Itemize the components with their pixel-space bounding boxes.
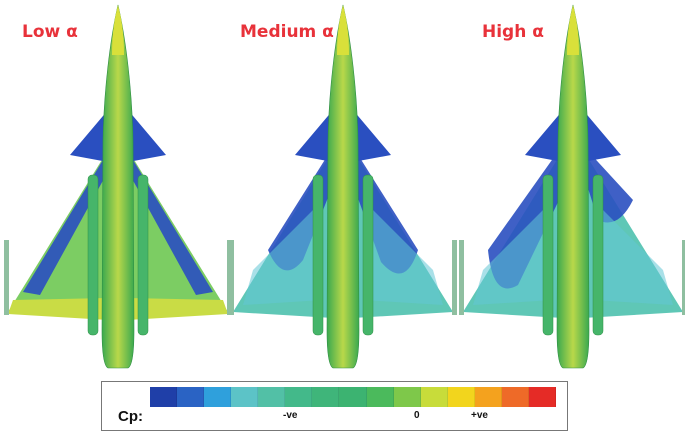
colorbar-swatch [312,387,340,407]
colorbar-swatch [150,387,178,407]
panel-title-high: High α [482,22,544,42]
colorbar-swatch [366,387,394,407]
wingtip-rail [459,240,464,315]
engine-intake [362,174,374,336]
tick-positive: +ve [471,410,488,421]
tick-zero: 0 [414,410,420,421]
fuselage [556,4,590,369]
colorbar-label: Cp: [118,408,143,425]
colorbar-swatch [447,387,475,407]
canard [525,110,621,162]
nose-cone [567,5,579,55]
trailing-edge-region [8,298,228,320]
vortex-region [23,155,213,295]
colorbar-swatch [177,387,205,407]
panel-title-medium: Medium α [240,22,334,42]
aircraft-low [4,4,232,369]
delta-wing [8,150,228,318]
fuselage [326,4,360,369]
engine-intake [137,174,149,336]
colorbar-swatch [474,387,502,407]
wingtip-rail [4,240,9,315]
colorbar-swatch [393,387,421,407]
engine-intake [542,174,554,336]
canard [295,110,391,162]
canard [70,110,166,162]
suction-wash [473,210,673,305]
wingtip-rail [229,240,234,315]
aircraft-figure [4,4,685,369]
tick-negative: -ve [283,410,298,421]
panel-title-low: Low α [22,22,78,42]
colorbar-swatch [285,387,313,407]
colorbar-swatch [420,387,448,407]
colorbar-swatches [150,387,556,407]
engine-intake [592,174,604,336]
nose-cone [112,5,124,55]
colorbar-swatch [258,387,286,407]
colorbar-swatch [339,387,367,407]
engine-intake [87,174,99,336]
nose-cone [337,5,349,55]
colorbar-swatch [231,387,259,407]
fuselage [101,4,135,369]
aircraft-medium [229,4,457,369]
wingtip-rail [682,240,685,315]
colorbar-swatch [501,387,529,407]
suction-wash [243,210,443,305]
colorbar-swatch [528,387,556,407]
engine-intake [312,174,324,336]
wingtip-rail [452,240,457,315]
colorbar-swatch [204,387,232,407]
aircraft-high [459,4,685,369]
